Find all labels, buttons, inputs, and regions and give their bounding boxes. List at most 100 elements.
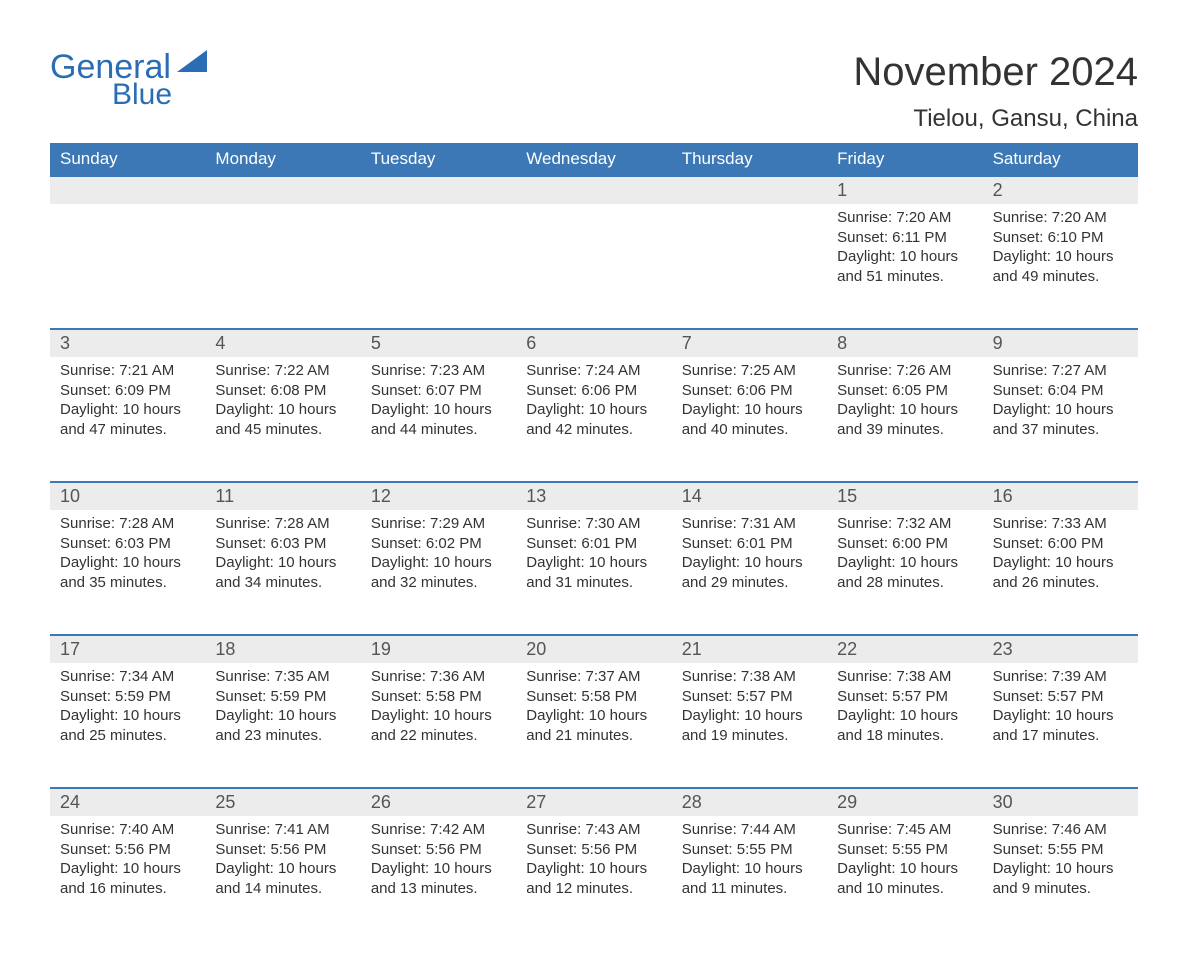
day-cell: Sunrise: 7:35 AMSunset: 5:59 PMDaylight:…: [205, 663, 360, 773]
day-cell: Sunrise: 7:30 AMSunset: 6:01 PMDaylight:…: [516, 510, 671, 620]
sunset-line: Sunset: 5:55 PM: [837, 840, 972, 860]
daylight-line-1: Daylight: 10 hours: [682, 553, 817, 573]
sunrise-line: Sunrise: 7:25 AM: [682, 361, 817, 381]
day-number: 13: [516, 483, 671, 510]
daylight-line-1: Daylight: 10 hours: [993, 553, 1128, 573]
page: General Blue November 2024 Tielou, Gansu…: [0, 0, 1188, 956]
daylight-line-1: Daylight: 10 hours: [215, 859, 350, 879]
sunrise-line: Sunrise: 7:37 AM: [526, 667, 661, 687]
day-number: 4: [205, 330, 360, 357]
day-cell: [50, 204, 205, 314]
day-cell: Sunrise: 7:21 AMSunset: 6:09 PMDaylight:…: [50, 357, 205, 467]
sunset-line: Sunset: 5:59 PM: [215, 687, 350, 707]
daylight-line-1: Daylight: 10 hours: [837, 553, 972, 573]
sunset-line: Sunset: 5:57 PM: [682, 687, 817, 707]
sunrise-line: Sunrise: 7:26 AM: [837, 361, 972, 381]
daylight-line-1: Daylight: 10 hours: [837, 247, 972, 267]
daylight-line-1: Daylight: 10 hours: [993, 247, 1128, 267]
day-number: 14: [672, 483, 827, 510]
weekday-thursday: Thursday: [672, 143, 827, 175]
daynum-row: 12: [50, 175, 1138, 204]
sunset-line: Sunset: 6:10 PM: [993, 228, 1128, 248]
sunrise-line: Sunrise: 7:42 AM: [371, 820, 506, 840]
day-cell: Sunrise: 7:29 AMSunset: 6:02 PMDaylight:…: [361, 510, 516, 620]
sunset-line: Sunset: 5:56 PM: [526, 840, 661, 860]
day-data-row: Sunrise: 7:34 AMSunset: 5:59 PMDaylight:…: [50, 663, 1138, 773]
daylight-line-2: and 37 minutes.: [993, 420, 1128, 440]
sunrise-line: Sunrise: 7:27 AM: [993, 361, 1128, 381]
daylight-line-1: Daylight: 10 hours: [993, 706, 1128, 726]
daylight-line-1: Daylight: 10 hours: [526, 706, 661, 726]
day-data-row: Sunrise: 7:28 AMSunset: 6:03 PMDaylight:…: [50, 510, 1138, 620]
day-cell: Sunrise: 7:28 AMSunset: 6:03 PMDaylight:…: [50, 510, 205, 620]
sunset-line: Sunset: 5:58 PM: [526, 687, 661, 707]
daylight-line-2: and 21 minutes.: [526, 726, 661, 746]
daylight-line-1: Daylight: 10 hours: [60, 553, 195, 573]
day-number: 5: [361, 330, 516, 357]
daylight-line-2: and 12 minutes.: [526, 879, 661, 899]
day-cell: Sunrise: 7:45 AMSunset: 5:55 PMDaylight:…: [827, 816, 982, 926]
day-cell: Sunrise: 7:27 AMSunset: 6:04 PMDaylight:…: [983, 357, 1138, 467]
daylight-line-2: and 11 minutes.: [682, 879, 817, 899]
header-row: General Blue November 2024 Tielou, Gansu…: [50, 50, 1138, 133]
day-number: [361, 177, 516, 204]
daylight-line-1: Daylight: 10 hours: [837, 706, 972, 726]
sunset-line: Sunset: 6:08 PM: [215, 381, 350, 401]
daylight-line-2: and 29 minutes.: [682, 573, 817, 593]
weekday-saturday: Saturday: [983, 143, 1138, 175]
sunrise-line: Sunrise: 7:40 AM: [60, 820, 195, 840]
day-number: [205, 177, 360, 204]
daylight-line-2: and 26 minutes.: [993, 573, 1128, 593]
daylight-line-1: Daylight: 10 hours: [526, 400, 661, 420]
sunrise-line: Sunrise: 7:38 AM: [682, 667, 817, 687]
daynum-row: 24252627282930: [50, 787, 1138, 816]
sunrise-line: Sunrise: 7:33 AM: [993, 514, 1128, 534]
sunset-line: Sunset: 6:07 PM: [371, 381, 506, 401]
day-cell: Sunrise: 7:23 AMSunset: 6:07 PMDaylight:…: [361, 357, 516, 467]
day-number: 1: [827, 177, 982, 204]
calendar: Sunday Monday Tuesday Wednesday Thursday…: [50, 143, 1138, 926]
sunset-line: Sunset: 6:00 PM: [837, 534, 972, 554]
daylight-line-2: and 35 minutes.: [60, 573, 195, 593]
day-data-row: Sunrise: 7:20 AMSunset: 6:11 PMDaylight:…: [50, 204, 1138, 314]
day-number: [516, 177, 671, 204]
daylight-line-2: and 16 minutes.: [60, 879, 195, 899]
daylight-line-2: and 47 minutes.: [60, 420, 195, 440]
week-separator: [50, 620, 1138, 634]
day-number: 16: [983, 483, 1138, 510]
day-cell: Sunrise: 7:22 AMSunset: 6:08 PMDaylight:…: [205, 357, 360, 467]
weekday-friday: Friday: [827, 143, 982, 175]
weekday-sunday: Sunday: [50, 143, 205, 175]
sunset-line: Sunset: 6:11 PM: [837, 228, 972, 248]
sunset-line: Sunset: 6:06 PM: [682, 381, 817, 401]
day-number: 29: [827, 789, 982, 816]
day-number: 8: [827, 330, 982, 357]
week-separator: [50, 773, 1138, 787]
day-cell: Sunrise: 7:36 AMSunset: 5:58 PMDaylight:…: [361, 663, 516, 773]
sunrise-line: Sunrise: 7:43 AM: [526, 820, 661, 840]
sunset-line: Sunset: 6:02 PM: [371, 534, 506, 554]
sunrise-line: Sunrise: 7:21 AM: [60, 361, 195, 381]
day-cell: Sunrise: 7:38 AMSunset: 5:57 PMDaylight:…: [672, 663, 827, 773]
daylight-line-1: Daylight: 10 hours: [682, 859, 817, 879]
day-number: [50, 177, 205, 204]
day-number: 21: [672, 636, 827, 663]
sunset-line: Sunset: 5:59 PM: [60, 687, 195, 707]
day-cell: Sunrise: 7:39 AMSunset: 5:57 PMDaylight:…: [983, 663, 1138, 773]
sunrise-line: Sunrise: 7:45 AM: [837, 820, 972, 840]
day-number: 24: [50, 789, 205, 816]
sunset-line: Sunset: 6:05 PM: [837, 381, 972, 401]
sunset-line: Sunset: 5:57 PM: [837, 687, 972, 707]
day-number: 22: [827, 636, 982, 663]
sunrise-line: Sunrise: 7:24 AM: [526, 361, 661, 381]
day-cell: Sunrise: 7:42 AMSunset: 5:56 PMDaylight:…: [361, 816, 516, 926]
sunrise-line: Sunrise: 7:28 AM: [215, 514, 350, 534]
day-cell: Sunrise: 7:38 AMSunset: 5:57 PMDaylight:…: [827, 663, 982, 773]
daylight-line-2: and 45 minutes.: [215, 420, 350, 440]
day-cell: Sunrise: 7:41 AMSunset: 5:56 PMDaylight:…: [205, 816, 360, 926]
sunrise-line: Sunrise: 7:34 AM: [60, 667, 195, 687]
daylight-line-2: and 13 minutes.: [371, 879, 506, 899]
day-cell: Sunrise: 7:43 AMSunset: 5:56 PMDaylight:…: [516, 816, 671, 926]
daylight-line-2: and 25 minutes.: [60, 726, 195, 746]
page-title: November 2024: [853, 50, 1138, 95]
